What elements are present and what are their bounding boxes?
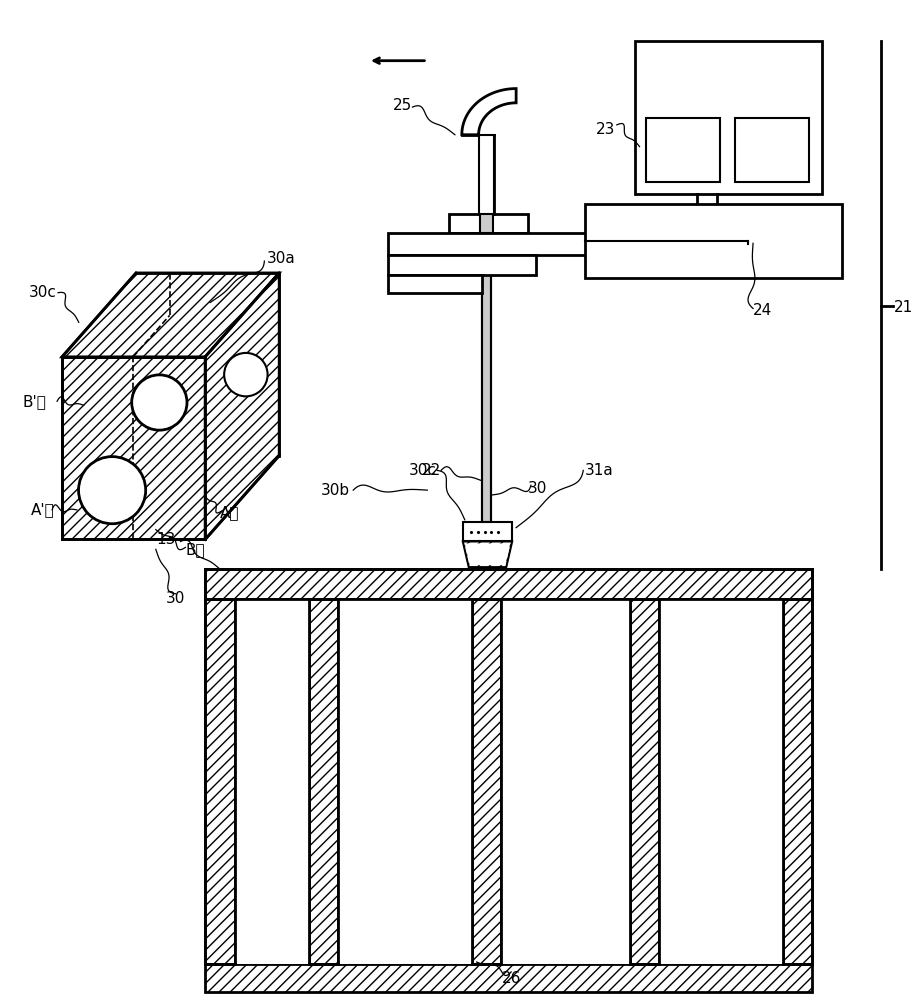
Bar: [338, 599, 471, 964]
Text: 25: 25: [393, 98, 413, 113]
Text: 21: 21: [894, 300, 913, 315]
Text: 30: 30: [528, 481, 547, 496]
Bar: [388, 233, 748, 255]
Text: 24: 24: [753, 303, 772, 318]
Bar: [235, 599, 309, 964]
Bar: [630, 599, 659, 964]
Bar: [309, 599, 338, 964]
Bar: [449, 214, 528, 233]
Bar: [646, 118, 721, 182]
Text: 30c: 30c: [409, 463, 437, 478]
Polygon shape: [462, 89, 516, 135]
Bar: [205, 599, 235, 964]
Circle shape: [224, 353, 268, 396]
Text: 31a: 31a: [585, 463, 614, 478]
Text: 13: 13: [156, 532, 175, 547]
Text: 30a: 30a: [266, 251, 295, 266]
Bar: [471, 599, 502, 964]
Text: B'面: B'面: [23, 394, 47, 409]
Polygon shape: [62, 357, 205, 539]
Polygon shape: [463, 541, 513, 567]
Text: A'面: A'面: [30, 502, 54, 517]
Bar: [388, 255, 536, 275]
Bar: [735, 118, 810, 182]
Text: 30: 30: [166, 591, 185, 606]
Bar: [480, 164, 493, 233]
Text: 30b: 30b: [321, 483, 350, 498]
Circle shape: [79, 457, 146, 524]
Bar: [783, 599, 812, 964]
Text: 30c: 30c: [29, 285, 57, 300]
Bar: [479, 135, 494, 214]
Bar: [388, 275, 481, 293]
Circle shape: [132, 375, 187, 430]
Text: 23: 23: [595, 122, 614, 137]
Text: B面: B面: [185, 542, 205, 557]
Bar: [659, 599, 783, 964]
Text: 22: 22: [422, 463, 441, 478]
Bar: [205, 964, 812, 992]
Polygon shape: [205, 273, 279, 539]
Polygon shape: [465, 543, 510, 565]
Bar: [463, 522, 513, 541]
Bar: [205, 569, 812, 599]
Text: 26: 26: [502, 971, 521, 986]
Bar: [585, 204, 842, 278]
Polygon shape: [62, 273, 279, 357]
Bar: [502, 599, 630, 964]
Bar: [481, 268, 492, 522]
Bar: [635, 41, 823, 194]
Text: A面: A面: [220, 505, 239, 520]
